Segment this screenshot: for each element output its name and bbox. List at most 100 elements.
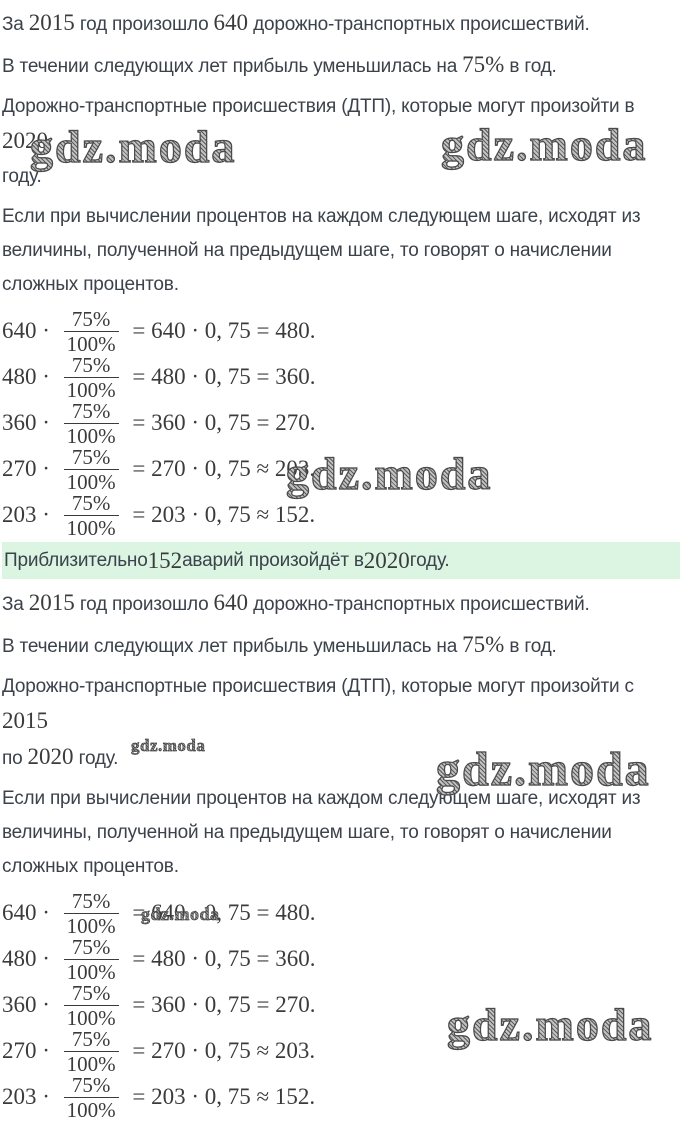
- formula-row: 203 · 75% 100% = 203 · 0, 75 ≈ 152.: [2, 490, 680, 539]
- formula-block-2: 640 · 75% 100% = 640 · 0, 75 = 480. 480 · …: [2, 888, 680, 1121]
- paragraph: За 2015 год произошло 640 дорожно-трансп…: [2, 586, 680, 622]
- fraction: 75% 100%: [63, 306, 119, 355]
- fraction-denominator: 100%: [63, 514, 119, 539]
- fraction-numerator: 75%: [71, 1026, 111, 1051]
- formula-block-1: 640 · 75% 100% = 640 · 0, 75 = 480. 480 · …: [2, 306, 680, 539]
- fraction-denominator: 100%: [63, 422, 119, 447]
- text-segment: Дорожно-транспортные происшествия (ДТП),…: [2, 676, 634, 697]
- fraction-denominator: 100%: [63, 468, 119, 493]
- fraction-numerator: 75%: [71, 934, 111, 959]
- math-segment: 2020: [27, 744, 74, 769]
- formula-rhs: = 480 · 0, 75 = 360.: [126, 364, 316, 389]
- fraction: 75% 100%: [63, 934, 119, 983]
- paragraph: Если при вычислении процентов на каждом …: [2, 200, 680, 302]
- math-segment: 75%: [462, 52, 505, 77]
- formula-row: 360 · 75% 100% = 360 · 0, 75 = 270.: [2, 398, 680, 447]
- fraction-numerator: 75%: [71, 888, 111, 913]
- math-segment: 152: [147, 547, 183, 573]
- fraction-denominator: 100%: [63, 1096, 119, 1121]
- paragraph: Дорожно-транспортные происшествия (ДТП),…: [2, 670, 680, 776]
- formula-rhs: = 203 · 0, 75 ≈ 152.: [126, 502, 316, 527]
- formula-rhs: = 640 · 0, 75 = 480.: [126, 318, 316, 343]
- fraction-numerator: 75%: [71, 398, 111, 423]
- paragraph: Если при вычислении процентов на каждом …: [2, 782, 680, 884]
- formula-row: 640 · 75% 100% = 640 · 0, 75 = 480.: [2, 888, 680, 937]
- fraction-numerator: 75%: [71, 1072, 111, 1097]
- formula-lhs: 480 ·: [2, 364, 56, 389]
- fraction: 75% 100%: [63, 1026, 119, 1075]
- formula-rhs: = 480 · 0, 75 = 360.: [126, 946, 316, 971]
- text-segment: величины, полученной на предыдущем шаге,…: [2, 822, 612, 843]
- formula-row: 203 · 75% 100% = 203 · 0, 75 ≈ 152.: [2, 1072, 680, 1121]
- fraction: 75% 100%: [63, 1072, 119, 1121]
- fraction: 75% 100%: [63, 398, 119, 447]
- fraction: 75% 100%: [63, 888, 119, 937]
- math-segment: 2020: [2, 128, 48, 153]
- formula-row: 480 · 75% 100% = 480 · 0, 75 = 360.: [2, 352, 680, 401]
- math-segment: 75%: [462, 632, 505, 657]
- text-segment: году.: [73, 748, 119, 769]
- math-segment: 2015: [2, 708, 48, 733]
- math-segment: 2015: [28, 590, 75, 615]
- fraction-denominator: 100%: [63, 330, 119, 355]
- text-segment: год произошло: [74, 594, 214, 615]
- fraction-numerator: 75%: [71, 490, 111, 515]
- fraction-numerator: 75%: [71, 352, 111, 377]
- formula-rhs: = 360 · 0, 75 = 270.: [126, 992, 316, 1017]
- formula-row: 360 · 75% 100% = 360 · 0, 75 = 270.: [2, 980, 680, 1029]
- formula-lhs: 270 ·: [2, 1038, 56, 1063]
- text-segment: году.: [2, 166, 42, 187]
- text-segment: Если при вычислении процентов на каждом …: [2, 788, 641, 809]
- text-segment: Приблизительно: [4, 549, 148, 571]
- formula-lhs: 640 ·: [2, 318, 56, 343]
- formula-lhs: 480 ·: [2, 946, 56, 971]
- fraction-denominator: 100%: [63, 1004, 119, 1029]
- formula-rhs: = 360 · 0, 75 = 270.: [126, 410, 316, 435]
- problem-statement-1: За 2015 год произошло 640 дорожно-трансп…: [2, 6, 680, 302]
- fraction-numerator: 75%: [71, 306, 111, 331]
- fraction-denominator: 100%: [63, 958, 119, 983]
- formula-lhs: 203 ·: [2, 502, 56, 527]
- formula-rhs: = 203 · 0, 75 ≈ 152.: [126, 1084, 316, 1109]
- fraction-numerator: 75%: [71, 980, 111, 1005]
- fraction: 75% 100%: [63, 980, 119, 1029]
- paragraph: Дорожно-транспортные происшествия (ДТП),…: [2, 90, 680, 194]
- text-segment: сложных процентов.: [2, 856, 179, 877]
- fraction-denominator: 100%: [63, 912, 119, 937]
- paragraph: За 2015 год произошло 640 дорожно-трансп…: [2, 6, 680, 42]
- text-segment: дорожно-транспортных происшествий.: [248, 14, 590, 35]
- fraction: 75% 100%: [63, 444, 119, 493]
- math-segment: 2020: [363, 547, 410, 573]
- text-segment: по: [2, 748, 28, 769]
- text-segment: в год.: [504, 56, 557, 77]
- paragraph: В течении следующих лет прибыль уменьшил…: [2, 48, 680, 84]
- fraction-numerator: 75%: [71, 444, 111, 469]
- text-segment: величины, полученной на предыдущем шаге,…: [2, 240, 612, 261]
- formula-rhs: = 270 · 0, 75 ≈ 203.: [126, 1038, 316, 1063]
- fraction-denominator: 100%: [63, 376, 119, 401]
- text-segment: аварий произойдёт в: [182, 549, 364, 571]
- text-segment: в год.: [504, 636, 557, 657]
- formula-lhs: 360 ·: [2, 992, 56, 1017]
- formula-row: 270 · 75% 100% = 270 · 0, 75 ≈ 203.: [2, 1026, 680, 1075]
- text-segment: году.: [409, 549, 450, 571]
- solution-section-2: За 2015 год произошло 640 дорожно-трансп…: [2, 586, 680, 1122]
- formula-row: 480 · 75% 100% = 480 · 0, 75 = 360.: [2, 934, 680, 983]
- text-segment: За: [2, 594, 29, 615]
- solution-section-1: За 2015 год произошло 640 дорожно-трансп…: [2, 6, 680, 579]
- math-segment: 2015: [28, 10, 75, 35]
- formula-rhs: = 270 · 0, 75 ≈ 203.: [126, 456, 316, 481]
- formula-row: 640 · 75% 100% = 640 · 0, 75 = 480.: [2, 306, 680, 355]
- paragraph: В течении следующих лет прибыль уменьшил…: [2, 628, 680, 664]
- text-segment: За: [2, 14, 29, 35]
- formula-lhs: 203 ·: [2, 1084, 56, 1109]
- formula-lhs: 640 ·: [2, 900, 56, 925]
- fraction: 75% 100%: [63, 490, 119, 539]
- text-segment: Дорожно-транспортные происшествия (ДТП),…: [2, 96, 635, 117]
- text-segment: год произошло: [74, 14, 214, 35]
- problem-statement-2: За 2015 год произошло 640 дорожно-трансп…: [2, 586, 680, 884]
- formula-row: 270 · 75% 100% = 270 · 0, 75 ≈ 203.: [2, 444, 680, 493]
- text-segment: сложных процентов.: [2, 274, 179, 295]
